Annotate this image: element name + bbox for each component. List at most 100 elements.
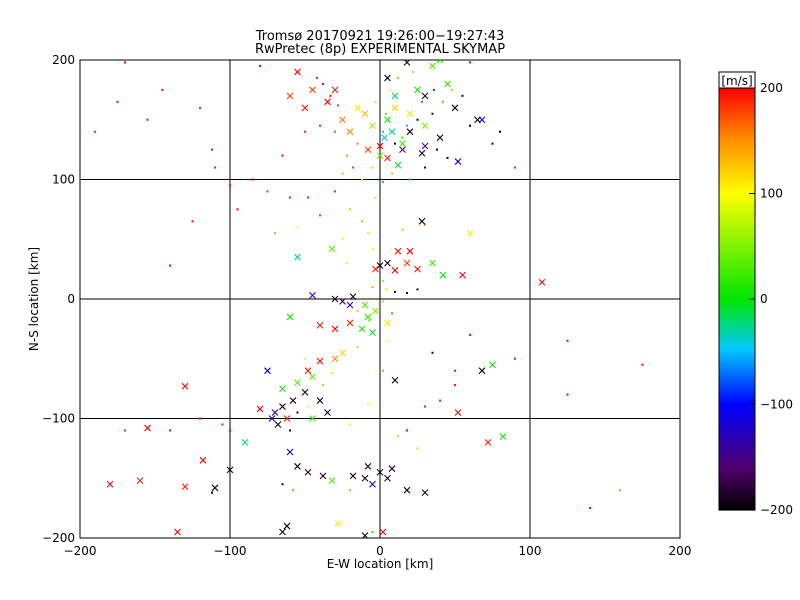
- colorbar-strip: [719, 214, 755, 217]
- data-point-dot: [349, 423, 351, 426]
- data-point-dot: [292, 489, 294, 492]
- data-point-x: [334, 520, 342, 528]
- data-point-x: [403, 60, 411, 66]
- colorbar-strip: [719, 508, 755, 511]
- colorbar-strip: [719, 476, 755, 479]
- colorbar-strip: [719, 294, 755, 297]
- data-point-dot: [367, 232, 369, 235]
- data-point-x: [346, 319, 354, 327]
- data-point-x: [283, 522, 291, 530]
- colorbar-strip: [719, 128, 755, 131]
- colorbar-strip: [719, 456, 755, 459]
- data-point-x: [286, 448, 294, 456]
- colorbar-strip: [719, 134, 755, 137]
- chart-title-line1: Tromsø 20170921 19:26:00−19:27:43: [255, 29, 505, 44]
- colorbar-strip: [719, 416, 755, 419]
- data-point-x: [484, 439, 492, 446]
- colorbar-tick-label: 0: [760, 292, 768, 306]
- y-axis-label: N-S location [km]: [27, 247, 41, 351]
- data-point-dot: [116, 100, 119, 103]
- data-point-dot: [397, 76, 399, 79]
- colorbar-strip: [719, 466, 755, 469]
- data-point-dot: [406, 124, 408, 127]
- colorbar-strip: [719, 160, 755, 163]
- data-point-dot: [331, 372, 333, 375]
- colorbar-strip: [719, 156, 755, 159]
- data-point-dot: [229, 184, 231, 187]
- colorbar-strip: [719, 208, 755, 211]
- colorbar-strip: [719, 200, 755, 203]
- data-point-x: [316, 321, 324, 329]
- data-point-dot: [416, 288, 419, 291]
- data-point-x: [339, 298, 346, 305]
- colorbar-strip: [719, 490, 755, 493]
- data-point-dot: [374, 196, 377, 199]
- data-point-x: [324, 98, 331, 106]
- colorbar-strip: [719, 230, 755, 233]
- colorbar-strip: [719, 196, 755, 199]
- data-point-dot: [442, 100, 444, 103]
- colorbar-strip: [719, 390, 755, 393]
- data-point-dot: [397, 435, 399, 438]
- data-point-dot: [334, 190, 336, 193]
- data-point-x: [369, 480, 376, 488]
- colorbar-strip: [719, 346, 755, 349]
- data-point-x: [369, 329, 376, 336]
- data-point-x: [309, 86, 316, 94]
- colorbar-strip: [719, 314, 755, 317]
- colorbar-strip: [719, 106, 755, 109]
- x-tick-label: −200: [64, 544, 97, 558]
- colorbar-strip: [719, 220, 755, 223]
- colorbar-strip: [719, 98, 755, 101]
- colorbar-strip: [719, 370, 755, 373]
- colorbar-tick-label: −200: [760, 503, 793, 517]
- colorbar-strip: [719, 318, 755, 321]
- data-point-x: [274, 421, 282, 428]
- data-point-x: [454, 409, 462, 416]
- colorbar-strip: [719, 334, 755, 337]
- colorbar-strip: [719, 406, 755, 409]
- colorbar: [m/s] 200 100 0 −100 −200: [718, 71, 793, 517]
- colorbar-strip: [719, 376, 755, 379]
- colorbar-strip: [719, 96, 755, 99]
- colorbar-strip: [719, 462, 755, 465]
- data-point-x: [421, 92, 429, 100]
- colorbar-strip: [719, 342, 755, 345]
- colorbar-strip: [719, 88, 755, 91]
- data-point-x: [451, 104, 459, 112]
- data-point-x: [309, 292, 316, 299]
- data-point-x: [136, 477, 144, 485]
- colorbar-strip: [719, 228, 755, 231]
- data-point-x: [364, 313, 372, 321]
- colorbar-strip: [719, 252, 755, 255]
- data-point-x: [538, 278, 546, 286]
- x-tick-label: 0: [376, 544, 384, 558]
- colorbar-strip: [719, 372, 755, 375]
- colorbar-strip: [719, 206, 755, 209]
- data-point-x: [256, 405, 264, 413]
- data-point-x: [399, 146, 406, 154]
- data-point-x: [454, 158, 462, 165]
- colorbar-tick-label: −100: [760, 398, 793, 412]
- data-point-dot: [424, 405, 426, 408]
- colorbar-strip: [719, 498, 755, 501]
- data-point-x: [286, 313, 294, 321]
- data-point-x: [391, 266, 399, 274]
- colorbar-strip: [719, 186, 755, 189]
- colorbar-strip: [719, 236, 755, 239]
- colorbar-strip: [719, 132, 755, 135]
- grid-lines: [80, 60, 680, 538]
- data-point-dot: [371, 286, 374, 289]
- data-point-x: [364, 462, 372, 470]
- colorbar-strip: [719, 126, 755, 129]
- colorbar-strip: [719, 92, 755, 95]
- data-point-dot: [431, 112, 434, 115]
- colorbar-strip: [719, 120, 755, 123]
- colorbar-strip: [719, 478, 755, 481]
- colorbar-strip: [719, 474, 755, 477]
- colorbar-strip: [719, 396, 755, 399]
- colorbar-strip: [719, 306, 755, 309]
- colorbar-strip: [719, 108, 755, 111]
- colorbar-strip: [719, 184, 755, 187]
- colorbar-strip: [719, 486, 755, 489]
